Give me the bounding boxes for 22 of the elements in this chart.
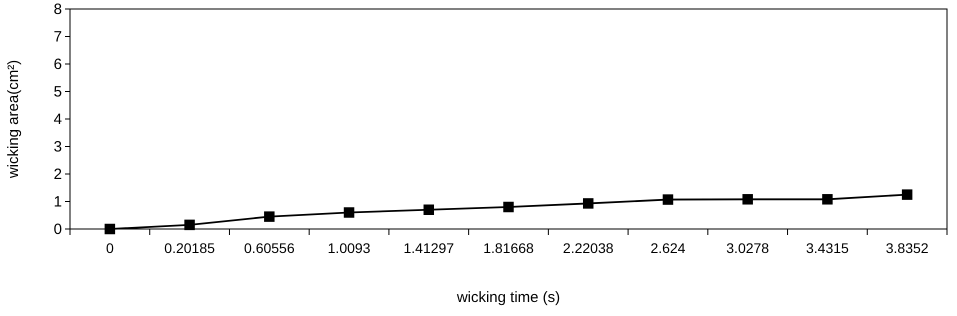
x-axis-title: wicking time (s) xyxy=(456,289,560,306)
x-tick-label: 1.81668 xyxy=(483,240,534,256)
y-tick-label: 1 xyxy=(54,193,62,210)
y-axis-title: wicking area(cm²) xyxy=(5,60,22,180)
y-tick-label: 7 xyxy=(54,28,62,46)
x-tick-label: 0 xyxy=(106,240,114,256)
y-tick-label: 0 xyxy=(54,220,62,238)
x-tick-label: 3.8352 xyxy=(886,240,929,256)
x-tick-label: 1.41297 xyxy=(403,240,454,256)
y-tick-label: 3 xyxy=(54,138,62,156)
y-tick-label: 5 xyxy=(54,83,62,100)
y-tick-label: 4 xyxy=(54,110,62,128)
x-tick-label: 2.624 xyxy=(650,240,686,256)
x-tick-label: 0.20185 xyxy=(164,240,216,256)
x-tick-label: 3.4315 xyxy=(806,240,850,256)
y-tick-label: 6 xyxy=(54,56,62,73)
x-tick-label: 1.0093 xyxy=(328,240,371,256)
x-tick-label: 3.0278 xyxy=(726,240,770,256)
y-tick-label: 2 xyxy=(54,166,62,183)
x-tick-label: 2.22038 xyxy=(562,240,614,256)
x-tick-label: 0.60556 xyxy=(244,240,295,256)
y-tick-label: 8 xyxy=(54,0,62,18)
